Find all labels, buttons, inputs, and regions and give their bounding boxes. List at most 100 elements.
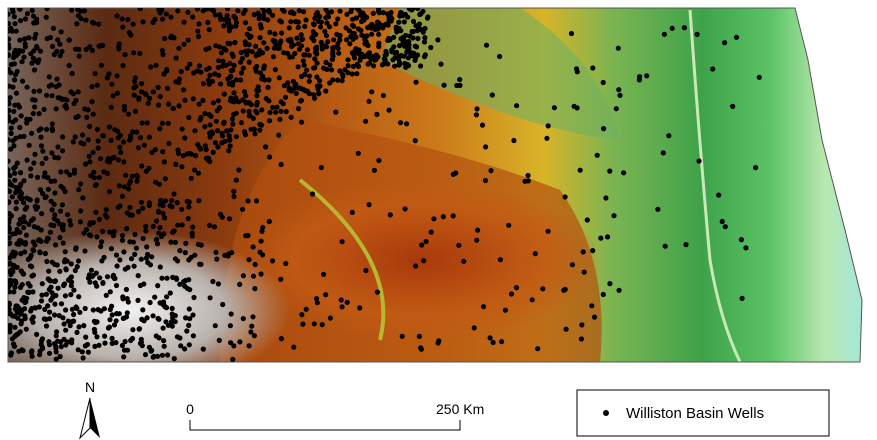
well-dot bbox=[81, 231, 86, 236]
well-dot bbox=[320, 322, 325, 327]
well-dot bbox=[12, 50, 17, 55]
well-dot bbox=[100, 229, 105, 234]
well-dot bbox=[104, 215, 109, 220]
well-dot bbox=[31, 111, 36, 116]
well-dot bbox=[44, 239, 49, 244]
well-dot bbox=[123, 267, 128, 272]
well-dot bbox=[734, 35, 739, 40]
well-dot bbox=[107, 159, 112, 164]
well-dot bbox=[78, 181, 83, 186]
well-dot bbox=[191, 295, 196, 300]
well-dot bbox=[134, 246, 139, 251]
well-dot bbox=[287, 25, 292, 30]
well-dot bbox=[283, 261, 288, 266]
well-dot bbox=[230, 116, 235, 121]
well-dot bbox=[237, 339, 242, 344]
well-dot bbox=[52, 302, 57, 307]
well-dot bbox=[97, 175, 102, 180]
well-dot bbox=[13, 164, 18, 169]
well-dot bbox=[146, 166, 151, 171]
well-dot bbox=[156, 335, 161, 340]
well-dot bbox=[94, 234, 99, 239]
well-dot bbox=[18, 170, 23, 175]
well-dot bbox=[230, 82, 235, 87]
well-dot bbox=[278, 277, 283, 282]
well-dot bbox=[182, 135, 187, 140]
well-dot bbox=[411, 51, 416, 56]
well-dot bbox=[272, 46, 277, 51]
well-dot bbox=[31, 56, 36, 61]
well-dot bbox=[207, 131, 212, 136]
well-dot bbox=[14, 206, 19, 211]
well-dot bbox=[166, 141, 171, 146]
well-dot bbox=[12, 14, 17, 19]
well-dot bbox=[30, 289, 35, 294]
well-dot bbox=[154, 63, 159, 68]
well-dot bbox=[81, 323, 86, 328]
well-dot bbox=[607, 281, 612, 286]
well-dot bbox=[175, 147, 180, 152]
well-dot bbox=[186, 38, 191, 43]
well-dot bbox=[617, 93, 622, 98]
well-dot bbox=[156, 317, 161, 322]
well-dot bbox=[57, 269, 62, 274]
well-dot bbox=[483, 178, 488, 183]
well-dot bbox=[98, 156, 103, 161]
well-dot bbox=[161, 338, 166, 343]
well-dot bbox=[182, 42, 187, 47]
well-dot bbox=[29, 317, 34, 322]
well-dot bbox=[29, 348, 34, 353]
well-dot bbox=[503, 308, 508, 313]
well-dot bbox=[152, 295, 157, 300]
well-dot bbox=[381, 93, 386, 98]
well-dot bbox=[590, 65, 595, 70]
well-dot bbox=[109, 246, 114, 251]
well-dot bbox=[18, 48, 23, 53]
well-dot bbox=[303, 88, 308, 93]
well-dot bbox=[69, 340, 74, 345]
well-dot bbox=[311, 29, 316, 34]
well-dot bbox=[331, 37, 336, 42]
well-dot bbox=[336, 51, 341, 56]
well-dot bbox=[175, 223, 180, 228]
well-dot bbox=[334, 32, 339, 37]
well-dot bbox=[53, 278, 58, 283]
well-dot bbox=[105, 274, 110, 279]
well-dot bbox=[422, 35, 427, 40]
well-dot bbox=[208, 122, 213, 127]
well-dot bbox=[133, 109, 138, 114]
well-dot bbox=[438, 62, 443, 67]
well-dot bbox=[585, 217, 590, 222]
well-dot bbox=[356, 26, 361, 31]
well-dot bbox=[299, 74, 304, 79]
well-dot bbox=[117, 183, 122, 188]
well-dot bbox=[572, 104, 577, 109]
well-dot bbox=[56, 95, 61, 100]
well-dot bbox=[281, 50, 286, 55]
well-dot bbox=[403, 33, 408, 38]
well-dot bbox=[390, 57, 395, 62]
well-dot bbox=[161, 299, 166, 304]
well-dot bbox=[150, 20, 155, 25]
well-dot bbox=[499, 339, 504, 344]
well-dot bbox=[71, 139, 76, 144]
well-dot bbox=[136, 273, 141, 278]
well-dot bbox=[335, 41, 340, 46]
well-dot bbox=[88, 233, 93, 238]
well-dot bbox=[172, 356, 177, 361]
well-dot bbox=[180, 222, 185, 227]
well-dot bbox=[14, 91, 19, 96]
well-dot bbox=[451, 213, 456, 218]
well-dot bbox=[92, 330, 97, 335]
well-dot bbox=[251, 116, 256, 121]
well-dot bbox=[47, 74, 52, 79]
well-dot bbox=[174, 55, 179, 60]
well-dot bbox=[243, 100, 248, 105]
well-dot bbox=[145, 252, 150, 257]
well-dot bbox=[166, 121, 171, 126]
well-dot bbox=[337, 68, 342, 73]
well-dot bbox=[83, 18, 88, 23]
well-dot bbox=[230, 357, 235, 362]
well-dot bbox=[69, 89, 74, 94]
well-dot bbox=[135, 298, 140, 303]
